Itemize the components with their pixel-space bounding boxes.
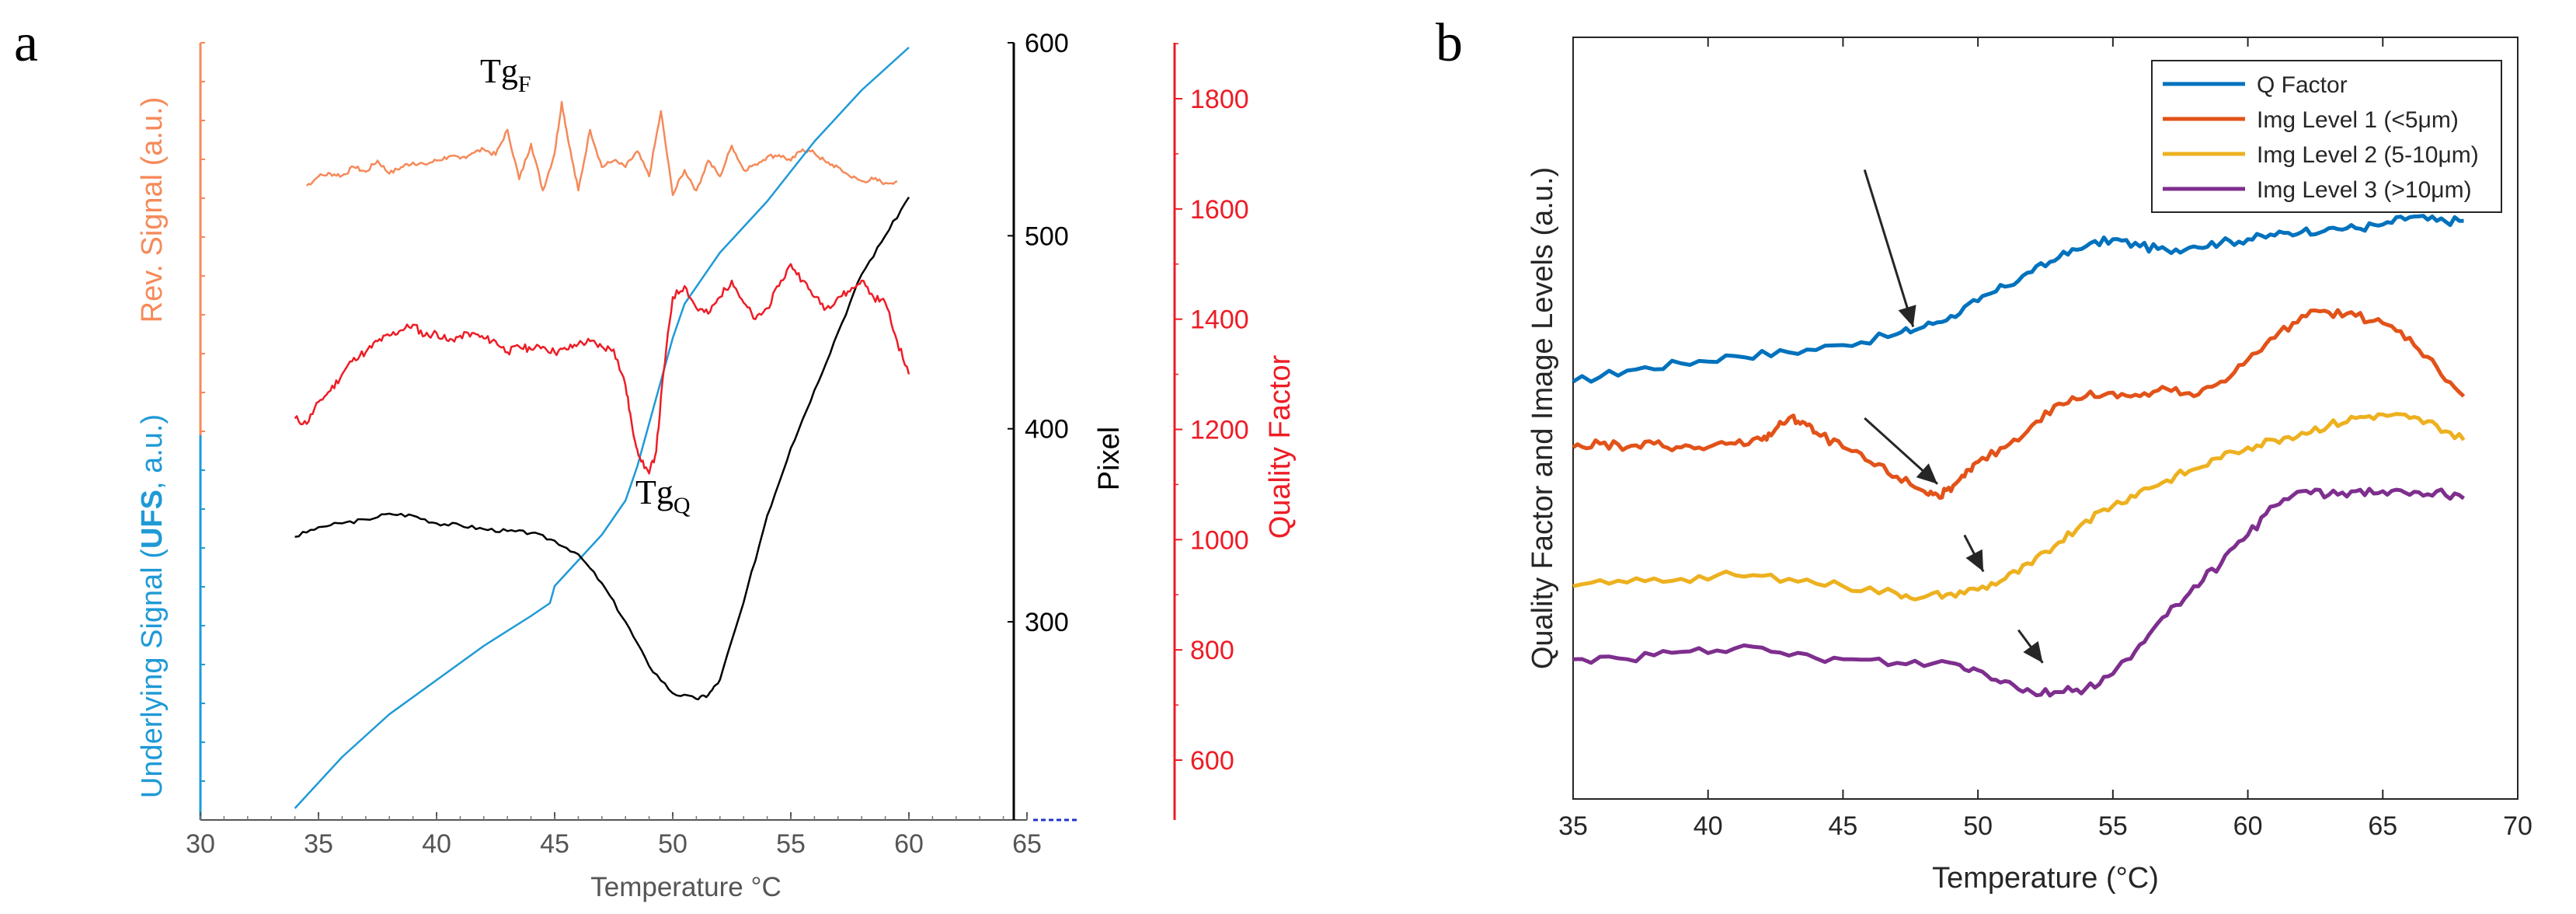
panel-b-axes: 35 40 45 50 55 60 65 70 (1558, 37, 2532, 841)
panel-a-series-underlying-signal-ufs- (294, 47, 910, 809)
pixel-tick-label: 500 (1025, 222, 1069, 251)
pixel-tick-label: 400 (1025, 415, 1069, 445)
panel-b-series-2 (1572, 308, 2466, 501)
panel-b-series (1572, 214, 2466, 698)
panel-b-x-axis-label: Temperature (°C) (1932, 862, 2159, 895)
panel-a-pixel-axis-label: Pixel (1093, 427, 1126, 490)
trend-arrow-head (2023, 640, 2043, 663)
trend-arrow-head (1898, 305, 1916, 327)
b-x-tick-label: 45 (1829, 811, 1858, 841)
b-x-tick-label: 70 (2503, 811, 2532, 841)
quality-tick-label: 600 (1190, 746, 1234, 776)
annotation-tgf-sub: F (518, 72, 531, 97)
x-tick-label: 35 (304, 829, 333, 859)
quality-tick-label: 1000 (1190, 525, 1249, 555)
panel-a-labels: Temperature °C Rev. Signal (a.u.) Underl… (136, 52, 1297, 902)
quality-tick-label: 1600 (1190, 195, 1249, 225)
panel-a-series (294, 47, 910, 809)
annotation-tgq: TgQ (635, 473, 691, 518)
quality-tick-label: 1800 (1190, 85, 1249, 114)
trend-arrow (1863, 169, 1915, 327)
trend-arrow-head (1916, 463, 1938, 484)
pixel-tick-label: 300 (1025, 608, 1069, 637)
annotation-tgq-main: Tg (635, 473, 674, 511)
panel-a-axes: 30 35 40 45 50 55 60 65 300 400 500 600 600 800 1000 12… (186, 29, 1249, 859)
b-x-tick-label: 55 (2098, 811, 2128, 841)
panel-b-series-1 (1572, 214, 2464, 384)
panel-a-series-rev-signal (305, 100, 898, 197)
annotation-tgf: TgF (480, 52, 531, 97)
x-tick-label: 65 (1012, 829, 1042, 859)
x-tick-label: 50 (658, 829, 688, 859)
panel-b-series-3 (1572, 412, 2466, 602)
b-x-tick-label: 50 (1963, 811, 1993, 841)
panel-a-x-axis-label: Temperature °C (590, 872, 781, 902)
ufs-label-bold: UFS (136, 490, 169, 549)
panel-a-underlying-signal-label: Underlying Signal (UFS, a.u.) (136, 414, 169, 798)
legend-label: Img Level 3 (>10μm) (2257, 177, 2472, 203)
x-tick-label: 40 (422, 829, 451, 859)
panel-b: b 35 40 45 50 55 60 65 70 Temperature (°C) Qual… (1436, 13, 2532, 895)
panel-b-label: b (1436, 13, 1463, 73)
panel-b-y-axis-label: Quality Factor and Image Levels (a.u.) (1526, 167, 1559, 669)
x-tick-label: 30 (186, 829, 215, 859)
x-tick-label: 55 (776, 829, 806, 859)
b-x-tick-label: 60 (2233, 811, 2263, 841)
panel-a-series-quality-factor (294, 263, 910, 475)
ufs-label-suffix: , a.u.) (136, 414, 169, 490)
trend-arrow-head (1965, 549, 1984, 572)
b-x-tick-label: 35 (1558, 811, 1588, 841)
ufs-label-prefix: Underlying Signal ( (136, 549, 169, 798)
quality-tick-label: 1200 (1190, 416, 1249, 445)
quality-tick-label: 1400 (1190, 305, 1249, 335)
b-x-tick-label: 40 (1694, 811, 1723, 841)
pixel-tick-label: 600 (1025, 29, 1069, 58)
x-tick-label: 60 (894, 829, 924, 859)
legend-label: Img Level 1 (<5μm) (2257, 107, 2459, 133)
annotation-tgq-sub: Q (674, 493, 691, 518)
panel-b-legend: Q Factor Img Level 1 (<5μm) Img Level 2 (5… (2151, 60, 2502, 213)
panel-a-rev-signal-label: Rev. Signal (a.u.) (136, 97, 169, 323)
b-x-tick-label: 65 (2368, 811, 2397, 841)
panel-a-series-pixel (294, 197, 910, 701)
panel-b-arrows (1863, 169, 2044, 664)
quality-tick-label: 800 (1190, 636, 1234, 665)
panel-a: a 30 35 40 45 50 55 60 65 300 400 500 600 600 800 1000… (14, 13, 1297, 902)
annotation-tgf-main: Tg (480, 52, 518, 90)
legend-label: Img Level 2 (5-10μm) (2257, 142, 2479, 168)
panel-a-quality-axis-label: Quality Factor (1264, 354, 1297, 539)
panel-a-label: a (14, 13, 38, 73)
x-tick-label: 45 (540, 829, 569, 859)
panel-b-series-4 (1572, 487, 2466, 698)
legend-label: Q Factor (2257, 72, 2348, 98)
